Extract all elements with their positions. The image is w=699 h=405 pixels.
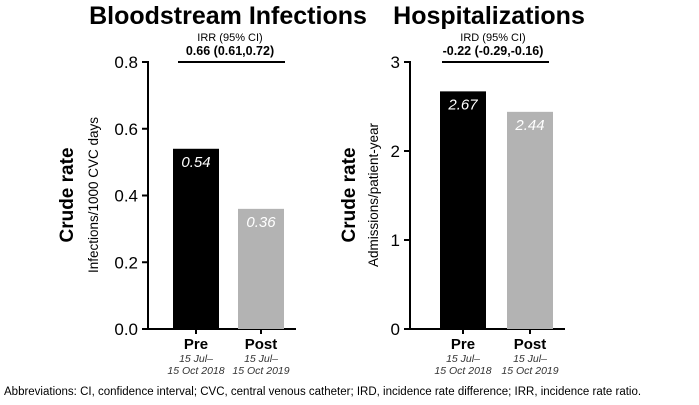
chart2-data-label-post: 2.44: [514, 117, 544, 134]
chart1-category-sublabel-2: 15 Oct 2018: [167, 365, 224, 377]
chart1-category-label: Post: [245, 336, 278, 353]
chart2-y-tick-label: 3: [391, 53, 400, 72]
chart2-category-sublabel-1: 15 Jul–: [446, 353, 480, 365]
chart1-stat-value: 0.66 (0.61,0.72): [186, 44, 274, 58]
footnote: Abbreviations: CI, confidence interval; …: [4, 386, 642, 398]
chart2-category-label: Post: [514, 336, 547, 353]
chart2-stat-value: -0.22 (-0.29,-0.16): [443, 44, 544, 58]
chart2-bar-pre: [440, 91, 486, 330]
chart2-y-tick-label: 0: [391, 320, 400, 339]
chart1-y-tick-label: 0.2: [114, 253, 138, 272]
chart1-y-tick-label: 0.8: [114, 53, 138, 72]
chart1-y-tick-label: 0.6: [114, 120, 138, 139]
chart1-data-label-pre: 0.54: [181, 154, 210, 171]
chart1-bar-pre: [173, 148, 219, 329]
chart1-y-axis-sublabel: Infections/1000 CVC days: [86, 117, 101, 273]
chart2-bar-post: [507, 111, 553, 329]
chart2-y-axis-label: Crude rate: [339, 147, 360, 242]
chart1-category-label: Pre: [184, 336, 208, 353]
chart1-bar-post: [238, 208, 284, 329]
chart1-y-axis-label: Crude rate: [57, 147, 78, 242]
chart1-stat-label: IRR (95% CI): [197, 32, 262, 44]
chart2-category-label: Pre: [451, 336, 475, 353]
chart1-data-label-post: 0.36: [246, 214, 276, 231]
chart2-category-sublabel-2: 15 Oct 2019: [501, 365, 558, 377]
chart1-title: Bloodstream Infections: [89, 2, 367, 30]
chart1-y-tick-label: 0.4: [114, 187, 138, 206]
chart1-category-sublabel-1: 15 Jul–: [179, 353, 213, 365]
chart1-y-tick-label: 0.0: [114, 320, 138, 339]
chart2-y-tick-label: 1: [391, 231, 400, 250]
chart2-y-tick-label: 2: [391, 142, 400, 161]
chart2-category-sublabel-2: 15 Oct 2018: [434, 365, 491, 377]
chart2-stat-label: IRD (95% CI): [460, 32, 525, 44]
chart1-category-sublabel-2: 15 Oct 2019: [232, 365, 289, 377]
chart2-data-label-pre: 2.67: [447, 96, 478, 113]
chart2-title: Hospitalizations: [393, 2, 585, 30]
chart2-category-sublabel-1: 15 Jul–: [513, 353, 547, 365]
chart2-y-axis-sublabel: Admissions/patient-year: [366, 122, 381, 267]
chart1-category-sublabel-1: 15 Jul–: [244, 353, 278, 365]
